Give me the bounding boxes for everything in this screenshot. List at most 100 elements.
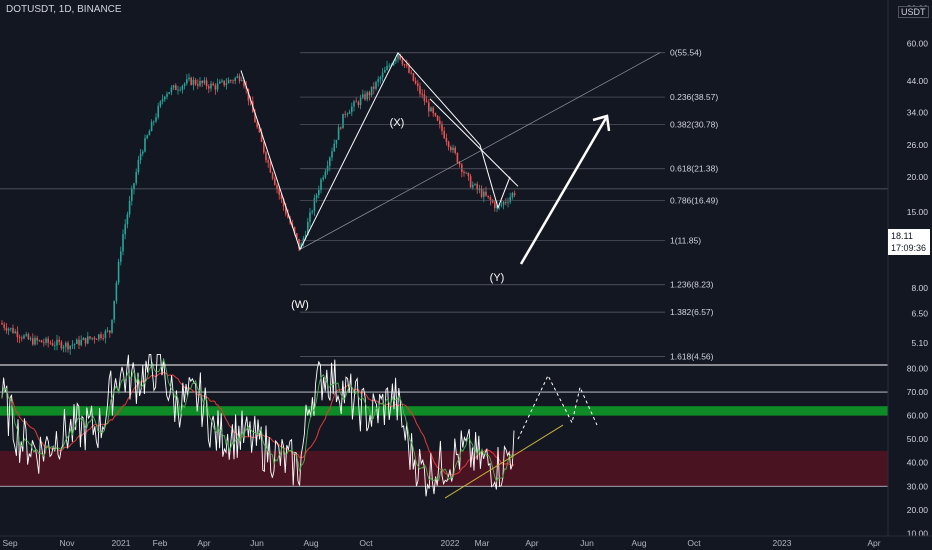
candle-body <box>212 83 214 86</box>
candle-body <box>104 331 107 339</box>
candle-body <box>458 162 461 165</box>
time-tick-label: Apr <box>525 538 538 548</box>
fib-level-label: 0.382(30.78) <box>670 119 718 129</box>
candle-body <box>91 337 93 339</box>
candle-body <box>412 73 415 81</box>
candle-body <box>172 85 175 88</box>
candle-body <box>489 197 492 201</box>
candle-body <box>25 334 27 336</box>
candle-body <box>65 342 67 347</box>
price-tick-label: 20.00 <box>907 172 929 182</box>
wave-drawing: (W) (X) (Y) <box>240 51 611 311</box>
candle-body <box>49 342 52 344</box>
time-tick-label: Oct <box>687 538 701 548</box>
candle-body <box>120 251 122 262</box>
candle-body <box>113 300 115 320</box>
fib-level-label: 1(11.85) <box>670 235 701 245</box>
time-tick-label: Oct <box>359 538 373 548</box>
wave-label: (X) <box>390 117 405 129</box>
time-tick-label: Feb <box>153 538 168 548</box>
candle-body <box>82 337 85 341</box>
bar-countdown: 17:09:36 <box>891 243 927 253</box>
candle-body <box>106 330 109 332</box>
time-tick-label: Apr <box>867 538 880 548</box>
candle-body <box>476 183 478 190</box>
candle-body <box>267 160 269 163</box>
candle-body <box>142 151 144 154</box>
candle-body <box>505 201 507 203</box>
candle-body <box>496 205 498 209</box>
rsi-line <box>1 353 515 497</box>
candle-body <box>474 183 476 185</box>
candle-body <box>203 80 206 84</box>
candle-body <box>507 201 509 203</box>
candle-body <box>260 132 263 143</box>
rsi-tick-label: 20.00 <box>907 505 929 515</box>
price-tick-label: 5.10 <box>911 338 928 348</box>
candle-body <box>153 121 155 123</box>
candle-body <box>40 340 43 343</box>
candle-body <box>388 65 390 67</box>
candle-body <box>304 235 307 239</box>
candle-body <box>190 77 192 85</box>
candle-body <box>34 337 36 345</box>
candle-body <box>43 342 45 344</box>
candle-body <box>201 80 203 84</box>
candle-body <box>461 164 463 172</box>
candle-body <box>379 77 382 80</box>
candle-body <box>139 153 142 161</box>
candle-body <box>5 327 8 331</box>
candle-body <box>247 88 250 101</box>
candle-body <box>324 171 327 178</box>
candle-body <box>166 93 168 97</box>
candle-body <box>425 101 428 103</box>
candle-body <box>258 127 261 133</box>
candle-body <box>370 86 373 96</box>
candle-body <box>463 171 465 173</box>
candle-body <box>377 79 379 82</box>
candle-body <box>441 124 443 132</box>
candle-body <box>78 339 80 346</box>
candle-body <box>478 189 481 190</box>
candle-body <box>205 80 208 87</box>
candle-body <box>148 131 151 136</box>
price-tick-label: 34.00 <box>907 107 929 117</box>
candle-body <box>234 77 236 81</box>
candle-body <box>23 335 25 339</box>
candle-body <box>181 85 184 90</box>
candle-body <box>135 172 137 184</box>
candle-body <box>199 80 201 86</box>
candle-body <box>381 72 384 78</box>
price-tick-label: 44.00 <box>907 76 929 86</box>
candle-body <box>472 184 474 188</box>
candle-body <box>445 138 448 142</box>
candle-body <box>509 197 511 202</box>
candle-body <box>227 80 230 84</box>
unit-badge[interactable]: USDT <box>898 6 929 18</box>
rsi-tick-label: 10.00 <box>907 528 929 538</box>
time-tick-label: Nov <box>59 538 75 548</box>
wave-path <box>240 51 511 251</box>
price-tick-label: 15.00 <box>907 207 929 217</box>
candle-body <box>210 83 212 89</box>
candle-body <box>7 328 10 331</box>
fib-level-label: 0(55.54) <box>670 48 702 58</box>
candle-body <box>3 324 5 328</box>
candle-body <box>223 80 225 86</box>
candle-body <box>117 261 120 283</box>
candle-body <box>225 83 228 86</box>
candle-body <box>62 346 65 349</box>
time-tick-label: Apr <box>197 538 210 548</box>
candle-body <box>480 189 483 197</box>
candle-body <box>513 193 516 195</box>
candle-body <box>71 344 74 346</box>
candle-body <box>36 337 38 341</box>
candle-body <box>177 89 179 91</box>
candle-body <box>346 113 349 115</box>
candle-body <box>197 84 199 86</box>
candle-body <box>124 224 126 235</box>
candle-body <box>12 328 14 333</box>
candle-body <box>329 157 331 166</box>
candle-body <box>392 61 395 66</box>
candle-body <box>170 87 173 93</box>
